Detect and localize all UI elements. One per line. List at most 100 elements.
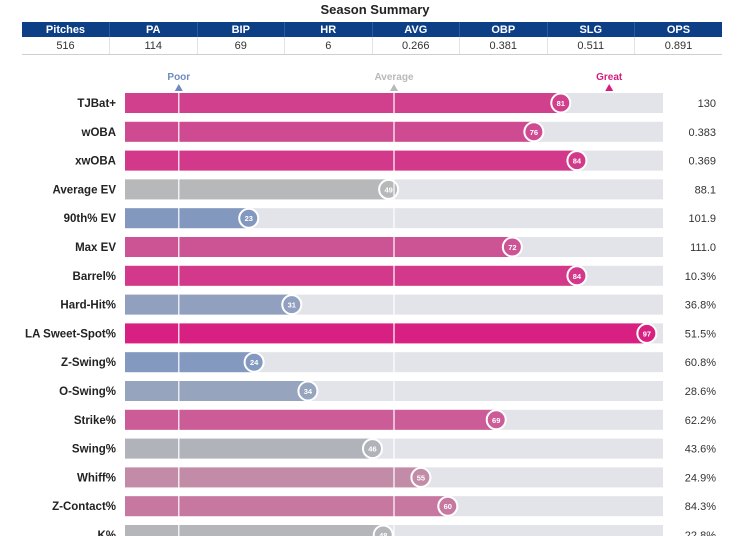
summary-value-bip: 69 [196, 37, 285, 55]
stat-value: 84.3% [685, 501, 716, 513]
percentile-dot [281, 294, 303, 316]
percentile-dot [361, 438, 383, 460]
summary-header-ops: OPS [634, 22, 722, 37]
percentile-dot [501, 236, 523, 258]
percentile-label: 84 [573, 157, 582, 166]
percentile-bar [125, 323, 647, 344]
stat-value: 0.383 [688, 127, 716, 139]
stat-value: 51.5% [685, 328, 716, 340]
scale-label-average: Average [374, 72, 414, 83]
percentile-bar [125, 496, 448, 517]
percentile-dot [566, 265, 588, 287]
season-summary-table: Pitches PA BIP HR AVG OBP SLG OPS 516 114 69 6 0.26… [22, 22, 722, 55]
summary-value-avg: 0.266 [371, 37, 460, 55]
metric-label: Z-Swing% [61, 357, 116, 369]
summary-value-pa: 114 [109, 37, 197, 55]
metric-label: LA Sweet-Spot% [25, 328, 116, 340]
chart-title: Season Summary [320, 2, 430, 17]
stat-value: 62.2% [685, 415, 716, 427]
summary-header-pa: PA [109, 22, 197, 37]
percentile-bar [125, 525, 384, 536]
percentile-label: 23 [245, 214, 253, 223]
metric-label: wOBA [81, 127, 117, 139]
metric-label: Average EV [53, 184, 117, 196]
percentile-bar [125, 237, 513, 257]
scale-label-poor: Poor [167, 72, 190, 83]
percentile-dot [243, 351, 265, 373]
metric-label: Max EV [75, 242, 116, 254]
percentile-dot [410, 466, 432, 488]
percentile-bar [125, 294, 292, 315]
metric-label: Hard-Hit% [60, 300, 116, 312]
scale-marker-great-icon [605, 84, 614, 91]
percentile-dot [485, 409, 507, 431]
summary-header-hr: HR [284, 22, 372, 37]
percentile-dot [437, 495, 459, 517]
scale-label-great: Great [596, 72, 623, 83]
summary-value-row: 516 114 69 6 0.266 0.381 0.511 0.891 [22, 37, 722, 55]
stat-value: 24.9% [685, 472, 716, 484]
stat-value: 22.8% [685, 530, 716, 536]
percentile-label: 31 [288, 301, 296, 310]
percentile-bar [125, 208, 249, 229]
metric-label: Swing% [72, 444, 116, 456]
stat-value: 36.8% [685, 300, 716, 312]
stat-value: 0.369 [688, 156, 716, 168]
summary-value-slg: 0.511 [546, 37, 635, 55]
stat-value: 43.6% [685, 444, 716, 456]
percentile-dot [372, 524, 394, 536]
percentile-bar [125, 409, 497, 430]
percentile-label: 84 [573, 272, 582, 281]
summary-value-pitches: 516 [22, 37, 110, 55]
percentile-label: 72 [508, 243, 516, 252]
metric-label: 90th% EV [64, 213, 117, 225]
percentile-label: 76 [530, 128, 538, 137]
summary-header-bip: BIP [196, 22, 285, 37]
percentile-bar [125, 121, 534, 142]
percentile-label: 97 [643, 329, 651, 338]
summary-header-obp: OBP [459, 22, 547, 37]
summary-value-hr: 6 [284, 37, 372, 55]
summary-value-ops: 0.891 [634, 37, 722, 55]
scale-marker-poor-icon [174, 84, 183, 91]
percentile-bar [125, 265, 577, 286]
stat-value: 101.9 [688, 213, 716, 225]
percentile-dot [297, 380, 319, 402]
metric-label: Whiff% [77, 472, 116, 484]
summary-value-obp: 0.381 [459, 37, 547, 55]
percentile-label: 60 [444, 502, 452, 511]
percentile-bar [125, 179, 389, 200]
percentile-label: 46 [368, 445, 376, 454]
percentile-label: 24 [250, 358, 259, 367]
metric-label: K% [97, 530, 116, 536]
percentile-bar [125, 352, 255, 373]
percentile-bar [125, 150, 577, 171]
percentile-dot [238, 207, 260, 229]
metric-label: O-Swing% [59, 386, 116, 398]
summary-header-row: Pitches PA BIP HR AVG OBP SLG OPS [22, 22, 722, 37]
summary-header-pitches: Pitches [22, 22, 110, 37]
metric-label: xwOBA [75, 156, 116, 168]
stat-value: 60.8% [685, 357, 716, 369]
metric-label: Barrel% [73, 271, 116, 283]
metric-label: Strike% [74, 415, 116, 427]
metric-label: Z-Contact% [52, 501, 116, 513]
percentile-label: 81 [557, 99, 565, 108]
percentile-bar [125, 438, 373, 459]
stat-value: 88.1 [695, 184, 716, 196]
percentile-dot [636, 322, 658, 344]
percentile-dot [550, 92, 572, 114]
percentile-label: 55 [417, 473, 425, 482]
metric-label: TJBat+ [77, 98, 116, 110]
stat-value: 10.3% [685, 271, 716, 283]
summary-header-slg: SLG [546, 22, 635, 37]
percentile-bar [125, 93, 561, 113]
percentile-dot [523, 121, 545, 143]
stat-value: 111.0 [690, 242, 716, 254]
scale-marker-average-icon [390, 84, 398, 91]
percentile-label: 48 [379, 531, 387, 536]
stat-value: 28.6% [685, 386, 716, 398]
percentile-dot [566, 150, 588, 172]
percentile-bar [125, 467, 421, 488]
